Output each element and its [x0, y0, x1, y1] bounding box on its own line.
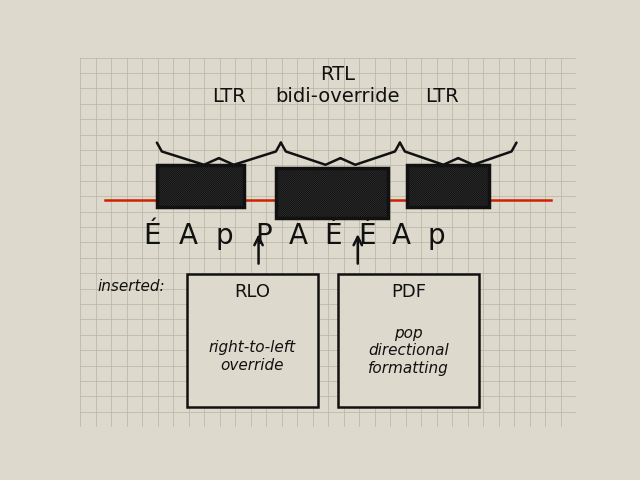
Text: p: p [215, 222, 233, 250]
Text: PDF: PDF [391, 283, 426, 301]
Text: LTR: LTR [212, 87, 246, 106]
Text: P: P [255, 222, 272, 250]
Text: p: p [428, 222, 445, 250]
Bar [276, 168, 388, 218]
Bar [157, 165, 244, 207]
Text: A: A [179, 222, 198, 250]
Text: É: É [358, 222, 376, 250]
Bar [187, 274, 318, 407]
Bar [276, 168, 388, 218]
Text: A: A [289, 222, 308, 250]
Bar [408, 165, 489, 207]
Text: A: A [392, 222, 411, 250]
Text: LTR: LTR [425, 87, 459, 106]
Text: RTL
bidi-override: RTL bidi-override [276, 65, 400, 106]
Bar [408, 165, 489, 207]
Text: É: É [324, 222, 342, 250]
Text: pop
directional
formatting: pop directional formatting [368, 326, 449, 376]
Bar [157, 165, 244, 207]
Bar [338, 274, 479, 407]
Text: É: É [143, 222, 161, 250]
Text: inserted:: inserted: [97, 279, 165, 294]
Text: right-to-left
override: right-to-left override [209, 340, 296, 372]
Text: RLO: RLO [234, 283, 270, 301]
